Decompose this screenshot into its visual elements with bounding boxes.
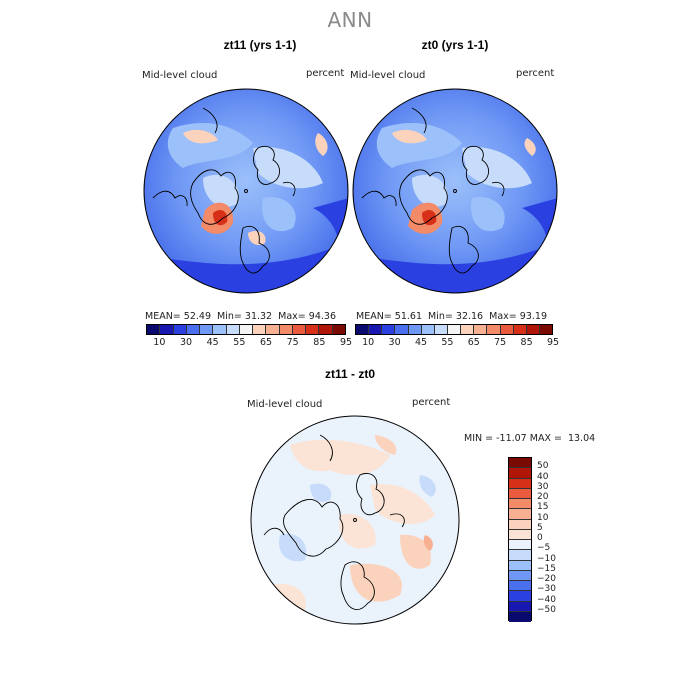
panel1-map <box>143 88 349 294</box>
colorbar-swatch <box>369 325 383 334</box>
colorbar-swatch <box>279 325 293 334</box>
diff-colorbar-swatch <box>509 468 531 479</box>
colorbar-swatch <box>239 325 254 334</box>
diff-colorbar-swatch <box>509 509 531 520</box>
diff-colorbar-swatch <box>509 499 531 510</box>
colorbar-swatch <box>356 325 370 334</box>
colorbar-tick-label: 95 <box>339 337 353 348</box>
diff-colorbar-tick-label: 50 <box>537 461 549 472</box>
figure-title: ANN <box>327 8 373 32</box>
colorbar-tick-label: 45 <box>206 337 219 348</box>
panel1-colorbar <box>146 324 346 335</box>
colorbar-swatch <box>434 325 448 334</box>
colorbar-swatch <box>332 325 345 334</box>
diff-colorbar-swatch <box>509 591 531 602</box>
colorbar-tick-label: 65 <box>467 337 480 348</box>
diff-variable: Mid-level cloud <box>247 399 323 410</box>
diff-colorbar-tick-label: 15 <box>537 502 549 513</box>
panel2-variable: Mid-level cloud <box>350 70 426 81</box>
panel1-colorbar-labels: 10 30 45 55 65 75 85 95 <box>146 337 352 349</box>
diff-colorbar-tick-label: −15 <box>537 563 556 574</box>
diff-title: zt11 - zt0 <box>324 367 375 381</box>
colorbar-swatch <box>292 325 307 334</box>
panel1-stats: MEAN= 52.49 Min= 31.32 Max= 94.36 <box>145 311 336 322</box>
diff-colorbar-swatch <box>509 478 531 489</box>
diff-colorbar-swatch <box>509 581 531 592</box>
colorbar-tick-label: 75 <box>286 337 299 348</box>
colorbar-tick-label: 30 <box>388 337 401 348</box>
panel2-units: percent <box>516 68 555 79</box>
panel2-colorbar <box>355 324 553 335</box>
diff-colorbar-tick-label: −20 <box>537 574 556 584</box>
colorbar-tick-label: 95 <box>546 337 560 348</box>
diff-colorbar-tick-label: 40 <box>537 471 549 482</box>
diff-colorbar-swatch <box>509 560 531 571</box>
diff-map <box>250 415 460 625</box>
diff-colorbar-tick-label: 0 <box>537 533 543 543</box>
colorbar-swatch <box>306 325 320 334</box>
diff-colorbar-tick-label: −5 <box>537 543 551 554</box>
diff-colorbar-labels: 50 40 30 20 15 10 5 0 −5 −10 −15 −20 −30 −40 −50 <box>537 457 577 621</box>
colorbar-swatch <box>421 325 435 334</box>
panel2-title: zt0 (yrs 1-1) <box>421 38 489 52</box>
diff-colorbar-tick-label: −30 <box>537 584 556 595</box>
colorbar-swatch <box>513 325 527 334</box>
panel1-variable: Mid-level cloud <box>142 70 218 81</box>
diff-colorbar-tick-label: −40 <box>537 594 556 605</box>
colorbar-swatch <box>213 325 227 334</box>
diff-colorbar-tick-label: 30 <box>537 481 549 492</box>
colorbar-swatch <box>461 325 475 334</box>
colorbar-swatch <box>447 325 462 334</box>
colorbar-swatch <box>500 325 514 334</box>
colorbar-tick-label: 85 <box>520 337 533 348</box>
colorbar-swatch <box>147 325 161 334</box>
diff-colorbar-tick-label: 10 <box>537 512 549 523</box>
colorbar-tick-label: 85 <box>313 337 326 348</box>
panel2-colorbar-labels: 10 30 45 55 65 75 85 95 <box>355 337 559 349</box>
diff-colorbar-swatch <box>509 488 531 499</box>
colorbar-swatch <box>474 325 488 334</box>
colorbar-swatch <box>539 325 553 334</box>
colorbar-swatch <box>253 325 267 334</box>
diff-colorbar-swatch <box>509 611 531 622</box>
diff-colorbar-swatch <box>509 519 531 530</box>
diff-colorbar <box>508 457 532 622</box>
colorbar-tick-label: 45 <box>414 337 428 348</box>
colorbar-swatch <box>319 325 333 334</box>
panel1-units: percent <box>306 68 345 79</box>
diff-colorbar-tick-label: 20 <box>537 492 549 502</box>
colorbar-swatch <box>395 325 409 334</box>
colorbar-tick-label: 65 <box>259 337 273 348</box>
colorbar-swatch <box>408 325 422 334</box>
diff-units: percent <box>412 397 451 408</box>
colorbar-tick-label: 75 <box>494 337 507 348</box>
diff-colorbar-swatch <box>509 458 531 469</box>
panel2-stats: MEAN= 51.61 Min= 32.16 Max= 93.19 <box>356 311 547 322</box>
colorbar-swatch <box>160 325 174 334</box>
colorbar-swatch <box>266 325 280 334</box>
diff-colorbar-swatch <box>509 529 531 540</box>
diff-colorbar-tick-label: −10 <box>537 553 556 564</box>
colorbar-tick-label: 55 <box>233 337 246 348</box>
colorbar-swatch <box>487 325 501 334</box>
diff-colorbar-swatch <box>509 540 531 551</box>
colorbar-swatch <box>526 325 540 334</box>
diff-minmax: MIN = -11.07 MAX = 13.04 <box>464 433 596 444</box>
diff-colorbar-swatch <box>509 601 531 612</box>
colorbar-tick-label: 10 <box>153 337 166 348</box>
diff-colorbar-swatch <box>509 550 531 561</box>
colorbar-tick-label: 10 <box>362 337 375 348</box>
diff-colorbar-tick-label: −50 <box>537 604 556 615</box>
colorbar-tick-label: 55 <box>441 337 454 348</box>
panel1-title: zt11 (yrs 1-1) <box>223 38 297 52</box>
colorbar-swatch <box>382 325 396 334</box>
colorbar-tick-label: 30 <box>179 337 193 348</box>
diff-colorbar-swatch <box>509 570 531 581</box>
diff-colorbar-tick-label: 5 <box>537 522 543 533</box>
colorbar-swatch <box>186 325 201 334</box>
panel2-map <box>352 88 558 294</box>
colorbar-swatch <box>226 325 240 334</box>
colorbar-swatch <box>200 325 214 334</box>
colorbar-swatch <box>173 325 187 334</box>
